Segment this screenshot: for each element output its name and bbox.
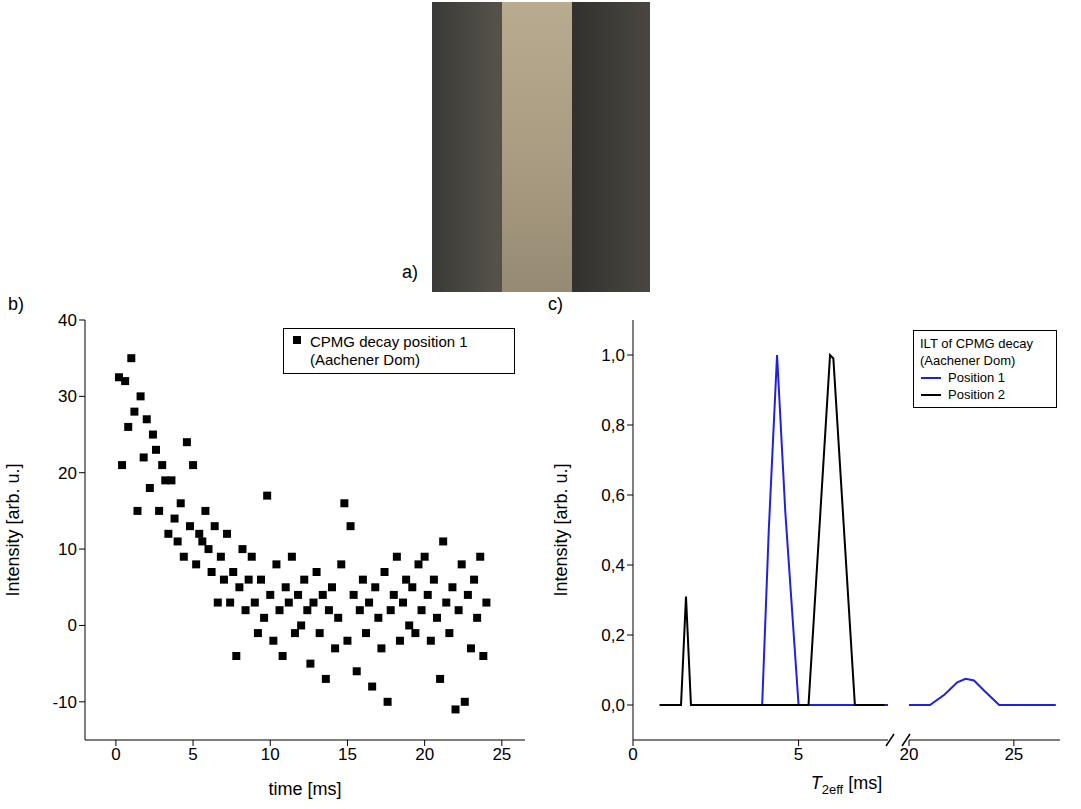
- html-text:CPMG decay position 1 (Aachene: CPMG decay position 1 (Aachener Dom): [310, 333, 468, 368]
- svg-text:15: 15: [338, 745, 357, 764]
- html-text:c): c): [548, 294, 563, 314]
- svg-text:time [ms]: time [ms]: [268, 779, 341, 799]
- svg-text:0,6: 0,6: [601, 486, 625, 505]
- svg-text:0,2: 0,2: [601, 626, 625, 645]
- svg-text:10: 10: [58, 540, 77, 559]
- svg-text:5: 5: [794, 745, 803, 764]
- svg-text:10: 10: [261, 745, 280, 764]
- svg-text:0: 0: [68, 616, 77, 635]
- svg-text:25: 25: [1004, 745, 1023, 764]
- html-text:b): b): [8, 294, 24, 314]
- svg-text:0: 0: [628, 745, 637, 764]
- svg-text:0,0: 0,0: [601, 696, 625, 715]
- svg-text:-10: -10: [52, 693, 77, 712]
- svg-text:25: 25: [492, 745, 511, 764]
- svg-text:0: 0: [111, 745, 120, 764]
- html-text:T2eff[ms]: T2eff[ms]: [810, 773, 883, 797]
- svg-text:40: 40: [58, 311, 77, 330]
- html-text:Position 2: Position 2: [948, 387, 1006, 402]
- html-text:a): a): [402, 262, 418, 282]
- html-text:ILT of CPMG decay (Aachener Do: ILT of CPMG decay (Aachener Dom): [920, 336, 1033, 368]
- svg-text:20: 20: [58, 464, 77, 483]
- svg-text:5: 5: [188, 745, 197, 764]
- svg-text:20: 20: [415, 745, 434, 764]
- svg-text:20: 20: [900, 745, 919, 764]
- svg-text:1,0: 1,0: [601, 346, 625, 365]
- svg-text:30: 30: [58, 387, 77, 406]
- svg-text:Intensity [arb. u.]: Intensity [arb. u.]: [551, 463, 571, 596]
- svg-text:Intensity [arb. u.]: Intensity [arb. u.]: [3, 463, 23, 596]
- html-text:Position 1: Position 1: [948, 370, 1006, 385]
- svg-text:0,8: 0,8: [601, 416, 625, 435]
- svg-text:0,4: 0,4: [601, 556, 625, 575]
